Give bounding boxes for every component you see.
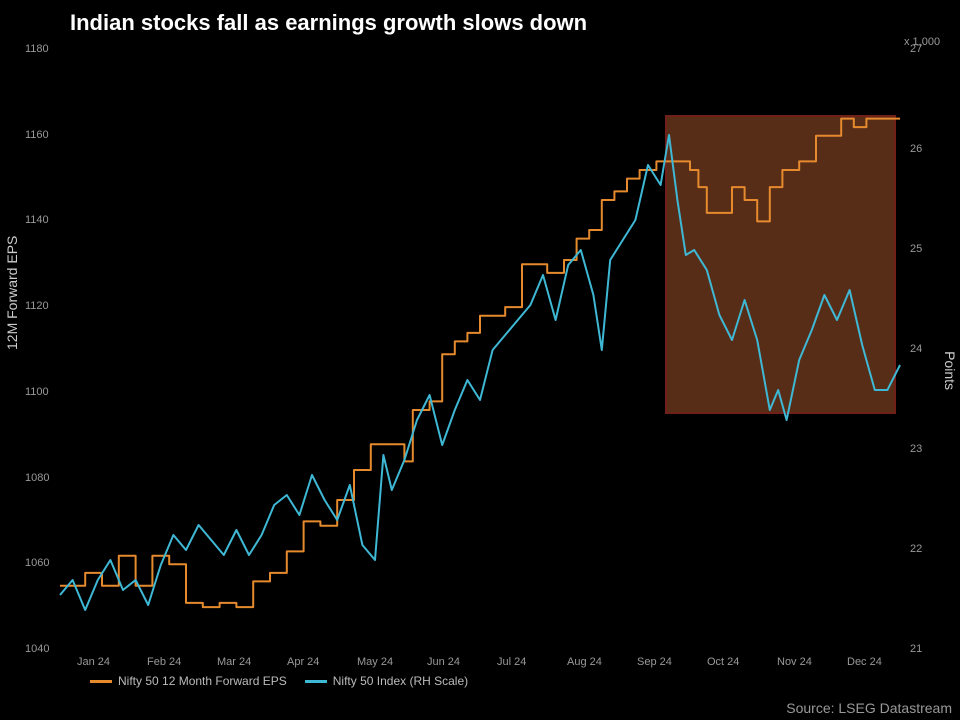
x-tick: Jul 24 [497,656,526,668]
x-tick: Aug 24 [567,656,602,668]
chart-title: Indian stocks fall as earnings growth sl… [70,10,587,36]
y-left-tick: 1040 [25,643,49,655]
legend-item: Nifty 50 12 Month Forward EPS [90,674,287,688]
legend-label: Nifty 50 12 Month Forward EPS [118,674,287,688]
y-left-tick: 1160 [25,129,49,141]
x-tick: Apr 24 [287,656,319,668]
chart-root: Indian stocks fall as earnings growth sl… [0,0,960,720]
y-right-tick: 24 [910,343,922,355]
y-left-tick: 1140 [25,214,49,226]
x-tick: Nov 24 [777,656,812,668]
x-tick: May 24 [357,656,393,668]
source-attribution: Source: LSEG Datastream [786,700,952,716]
plot-area [60,50,900,650]
chart-svg [60,50,900,650]
right-scale-note: x 1,000 [904,36,940,48]
y-axis-right-label: Points [942,351,958,390]
y-left-tick: 1120 [25,300,49,312]
y-right-tick: 23 [910,443,922,455]
y-left-tick: 1100 [25,386,49,398]
y-right-tick: 21 [910,643,922,655]
y-right-tick: 26 [910,143,922,155]
y-left-tick: 1080 [25,472,49,484]
legend-item: Nifty 50 Index (RH Scale) [305,674,468,688]
x-tick: Sep 24 [637,656,672,668]
Nifty 50 Index (RH Scale) [60,135,900,610]
y-axis-left-label: 12M Forward EPS [4,236,20,350]
x-tick: Jan 24 [77,656,110,668]
x-tick: Dec 24 [847,656,882,668]
legend: Nifty 50 12 Month Forward EPS Nifty 50 In… [90,674,468,688]
y-left-tick: 1180 [25,43,49,55]
x-tick: Jun 24 [427,656,460,668]
legend-swatch [305,680,327,683]
x-tick: Mar 24 [217,656,251,668]
Nifty 50 12 Month Forward EPS [60,119,900,607]
x-tick: Feb 24 [147,656,181,668]
x-tick: Oct 24 [707,656,739,668]
y-left-tick: 1060 [25,557,49,569]
legend-label: Nifty 50 Index (RH Scale) [333,674,468,688]
y-right-tick: 22 [910,543,922,555]
legend-swatch [90,680,112,683]
y-right-tick: 25 [910,243,922,255]
